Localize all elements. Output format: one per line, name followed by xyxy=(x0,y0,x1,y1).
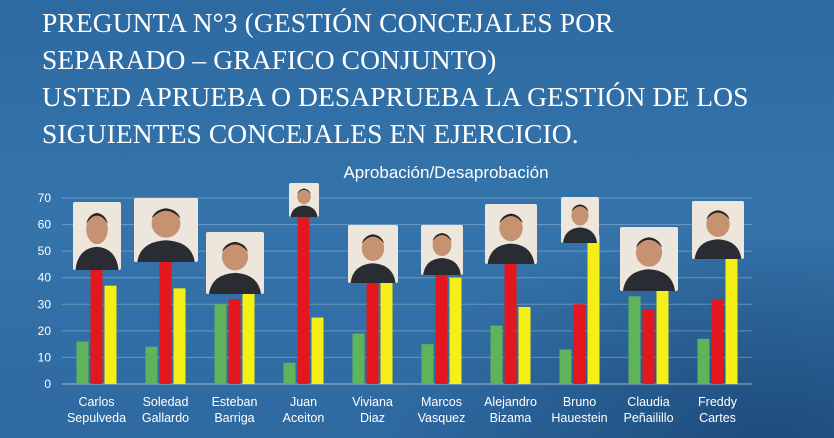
y-tick-label: 60 xyxy=(38,218,52,232)
x-tick-label: Esteban Barriga xyxy=(211,395,258,425)
bar xyxy=(711,298,724,384)
x-tick-label: Soledad Gallardo xyxy=(141,395,190,425)
portrait-photo xyxy=(133,197,198,262)
x-tick-label: Alejandro Bizama xyxy=(484,395,537,425)
portrait-photo xyxy=(72,201,121,270)
bar xyxy=(173,288,186,384)
portrait-photo xyxy=(484,204,537,265)
x-tick-label: Juan Aceiton xyxy=(282,395,325,425)
x-tick-label: Carlos Sepulveda xyxy=(66,395,127,425)
y-tick-label: 30 xyxy=(38,297,52,311)
x-tick-label: Claudia Peñailillo xyxy=(623,395,674,425)
bar xyxy=(421,344,434,384)
y-tick-label: 10 xyxy=(38,350,52,364)
bars xyxy=(76,208,738,384)
x-tick-label: Bruno Hauestein xyxy=(551,395,608,425)
portrait-photo xyxy=(205,231,264,294)
chart-title: Aprobación/Desaprobación xyxy=(343,163,548,182)
portrait-photo xyxy=(691,201,744,260)
bar xyxy=(380,275,393,384)
bar xyxy=(628,296,641,384)
portrait-photo xyxy=(420,225,463,276)
bar xyxy=(145,346,158,384)
bar xyxy=(297,208,310,384)
y-tick-label: 50 xyxy=(38,244,52,258)
title-line: PREGUNTA N°3 (GESTIÓN CONCEJALES POR xyxy=(42,7,614,38)
portrait-photo xyxy=(347,225,398,284)
bar xyxy=(104,285,117,384)
portrait-photo xyxy=(619,227,678,292)
bar xyxy=(366,280,379,384)
bar xyxy=(159,253,172,384)
bar xyxy=(242,285,255,384)
bar xyxy=(559,349,572,384)
bar xyxy=(311,317,324,384)
y-tick-label: 40 xyxy=(38,271,52,285)
y-axis: 0 10 20 30 40 50 60 70 xyxy=(38,191,52,391)
x-tick-label: Freddy Cartes xyxy=(698,395,737,425)
title-line: SIGUIENTES CONCEJALES EN EJERCICIO. xyxy=(42,118,579,149)
bar xyxy=(283,362,296,384)
slide-title: PREGUNTA N°3 (GESTIÓN CONCEJALES POR SEP… xyxy=(42,4,832,152)
bar xyxy=(435,267,448,384)
x-tick-label: Marcos Vasquez xyxy=(417,395,466,425)
bar xyxy=(449,277,462,384)
y-tick-label: 20 xyxy=(38,324,52,338)
bar xyxy=(490,325,503,384)
y-tick-label: 0 xyxy=(44,377,51,391)
bar xyxy=(656,283,669,384)
bar xyxy=(352,333,365,384)
bar xyxy=(504,256,517,384)
y-tick-label: 70 xyxy=(38,191,52,205)
bar xyxy=(725,251,738,384)
bar xyxy=(214,304,227,384)
title-line: USTED APRUEBA O DESAPRUEBA LA GESTIÓN DE… xyxy=(42,81,749,112)
bar xyxy=(90,261,103,384)
bar xyxy=(573,304,586,384)
title-line: SEPARADO – GRAFICO CONJUNTO) xyxy=(42,44,497,75)
portrait-photo xyxy=(288,182,319,217)
bar xyxy=(697,338,710,384)
bar xyxy=(518,306,531,384)
bar xyxy=(642,309,655,384)
bar xyxy=(228,298,241,384)
x-tick-label: Viviana Diaz xyxy=(352,395,393,425)
bar xyxy=(587,235,600,384)
portrait-photo xyxy=(560,197,599,244)
bar xyxy=(76,341,89,384)
